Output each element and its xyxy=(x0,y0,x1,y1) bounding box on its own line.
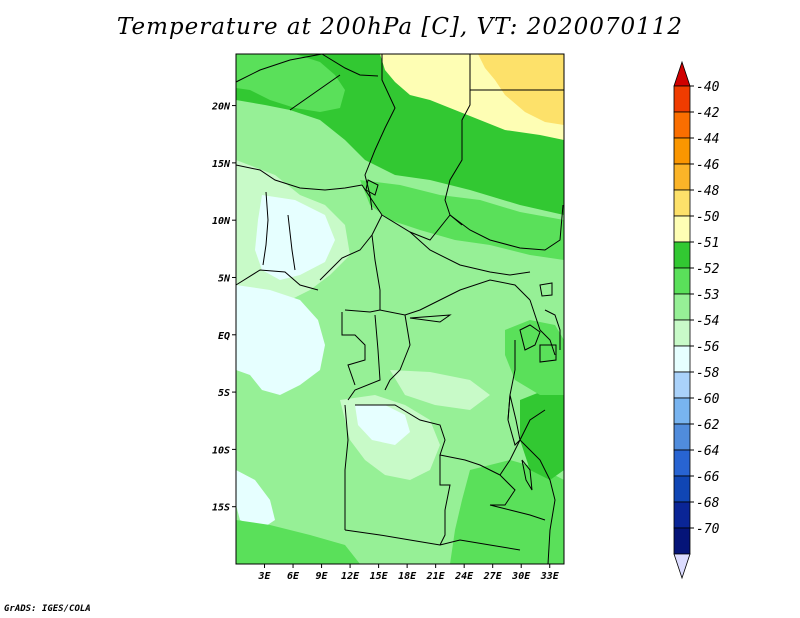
colorbar-label: -52 xyxy=(696,262,720,277)
colorbar-label: -42 xyxy=(696,106,720,121)
x-tick-label: 21E xyxy=(426,571,446,582)
colorbar-swatch xyxy=(673,501,691,529)
colorbar-swatch xyxy=(673,267,691,295)
y-tick-label: 15S xyxy=(212,503,230,514)
colorbar-label: -70 xyxy=(696,522,720,537)
map-panel xyxy=(235,53,565,565)
colorbar-bottom-arrow xyxy=(673,553,691,580)
colorbar-swatch xyxy=(673,111,691,139)
colorbar-swatch xyxy=(673,215,691,243)
colorbar-label: -58 xyxy=(696,366,720,381)
colorbar-label: -62 xyxy=(696,418,720,433)
colorbar-label: -68 xyxy=(696,496,720,511)
lakes xyxy=(365,179,557,491)
colorbar-swatch xyxy=(673,163,691,191)
y-tick-label: 10N xyxy=(212,216,231,227)
colorbar-label: -46 xyxy=(696,158,720,173)
x-tick-label: 6E xyxy=(287,571,300,582)
colorbar-label: -54 xyxy=(696,314,719,329)
colorbar-label: -40 xyxy=(696,80,720,95)
x-axis: 3E 6E 9E 12E 15E 18E 21E 24E 27E 30E 33E xyxy=(257,564,560,582)
colorbar-label: -51 xyxy=(696,236,719,251)
field-minus53-central xyxy=(360,180,564,260)
x-tick-label: 24E xyxy=(454,571,474,582)
colorbar-label: -66 xyxy=(696,470,720,485)
x-tick-label: 33E xyxy=(540,571,560,582)
y-tick-label: 10S xyxy=(212,445,230,456)
colorbar-swatch xyxy=(673,397,691,425)
field-minus52-east xyxy=(520,390,564,480)
grads-credit: GrADS: IGES/COLA xyxy=(4,604,91,614)
map-title: Temperature at 200hPa [C], VT: 202007011… xyxy=(116,14,684,40)
field-minus56-coast xyxy=(236,285,325,395)
colorbar-swatch xyxy=(673,85,691,113)
colorbar-swatch xyxy=(673,293,691,321)
x-tick-label: 18E xyxy=(398,571,417,582)
colorbar-swatch xyxy=(673,241,691,269)
y-axis: 20N 15N 10N 5N EQ 5S 10S 15S xyxy=(211,102,236,514)
colorbar-swatch xyxy=(673,475,691,503)
field-minus53-southeast xyxy=(450,460,564,564)
map-frame xyxy=(235,53,565,565)
colorbar-swatch xyxy=(673,319,691,347)
colorbar: -40 -42 -44 -46 -48 -50 -51 -52 -53 -54 -56 -58 -60 -… xyxy=(673,60,720,580)
colorbar-swatch xyxy=(673,137,691,165)
x-tick-label: 30E xyxy=(511,571,531,582)
x-tick-label: 27E xyxy=(483,571,503,582)
field-minus54-central xyxy=(390,370,490,410)
colorbar-label: -53 xyxy=(696,288,719,303)
colorbar-swatch xyxy=(673,189,691,217)
y-tick-label: 15N xyxy=(212,159,231,170)
colorbar-swatch xyxy=(673,449,691,477)
x-tick-label: 15E xyxy=(370,571,389,582)
colorbar-swatch xyxy=(673,371,691,399)
y-tick-label: 5S xyxy=(218,388,230,399)
field-minus56-west xyxy=(255,195,335,280)
colorbar-label: -60 xyxy=(696,392,720,407)
colorbar-label: -48 xyxy=(696,184,720,199)
colorbar-swatch xyxy=(673,527,691,555)
colorbar-label: -44 xyxy=(696,132,719,147)
field-minus53-southwest xyxy=(236,520,360,564)
x-tick-label: 3E xyxy=(257,571,271,582)
field-minus56-south xyxy=(236,470,275,530)
field-minus56-south-central xyxy=(355,405,410,445)
colorbar-label: -56 xyxy=(696,340,720,355)
x-tick-label: 9E xyxy=(316,571,329,582)
colorbar-swatch xyxy=(673,423,691,451)
colorbar-label: -64 xyxy=(696,444,719,459)
x-tick-label: 12E xyxy=(341,571,360,582)
colorbar-top-arrow xyxy=(673,60,691,87)
y-tick-label: 5N xyxy=(218,273,231,284)
y-tick-label: 20N xyxy=(211,102,231,113)
y-tick-label: EQ xyxy=(218,331,230,342)
colorbar-label: -50 xyxy=(696,210,720,225)
colorbar-swatch xyxy=(673,345,691,373)
